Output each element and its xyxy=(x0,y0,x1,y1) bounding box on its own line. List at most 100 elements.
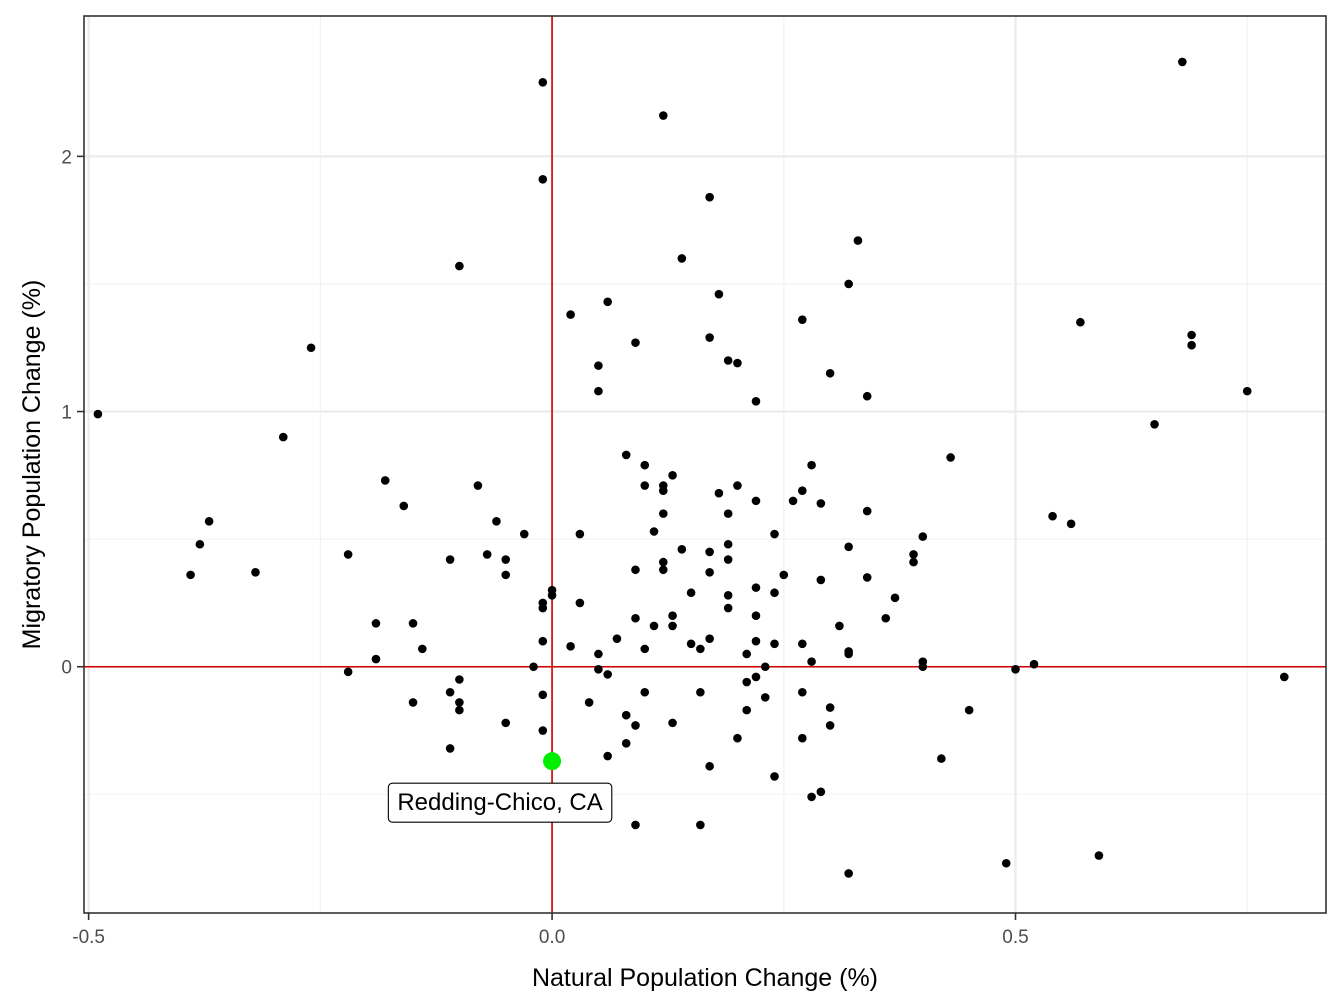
scatter-point xyxy=(723,539,733,549)
scatter-point xyxy=(603,297,612,307)
scatter-point xyxy=(770,588,779,598)
scatter-point xyxy=(594,386,603,396)
x-tick-label: -0.5 xyxy=(72,927,105,948)
scatter-point xyxy=(621,738,631,748)
scatter-point xyxy=(371,619,381,628)
scatter-point xyxy=(742,677,752,687)
scatter-point xyxy=(445,555,455,564)
scatter-point xyxy=(658,486,668,495)
scatter-point xyxy=(788,496,798,506)
scatter-point xyxy=(807,460,816,470)
scatter-point xyxy=(798,733,807,743)
scatter-point xyxy=(733,358,742,368)
scatter-point xyxy=(686,588,696,598)
scatter-point xyxy=(937,754,946,763)
scatter-point xyxy=(186,570,195,580)
scatter-point xyxy=(816,499,826,508)
scatter-point xyxy=(909,550,918,559)
scatter-point xyxy=(714,488,724,498)
scatter-point xyxy=(723,603,733,613)
scatter-point xyxy=(204,516,214,526)
scatter-point xyxy=(742,705,752,715)
scatter-point xyxy=(779,570,789,580)
scatter-point xyxy=(677,254,687,263)
y-tick-label: 1 xyxy=(61,403,72,424)
scatter-point xyxy=(538,78,548,87)
scatter-point xyxy=(770,639,779,649)
scatter-point xyxy=(455,675,464,684)
scatter-point xyxy=(455,261,464,271)
scatter-point xyxy=(760,662,770,672)
scatter-point xyxy=(649,527,659,536)
scatter-point xyxy=(816,787,826,797)
scatter-point xyxy=(594,664,603,674)
scatter-point xyxy=(705,634,714,643)
scatter-point xyxy=(621,710,631,720)
scatter-point xyxy=(1242,386,1252,396)
scatter-point xyxy=(825,721,835,730)
scatter-point xyxy=(566,310,575,319)
scatter-point xyxy=(668,621,677,631)
scatter-point xyxy=(705,568,714,577)
scatter-point xyxy=(862,573,872,582)
scatter-point xyxy=(705,761,714,771)
scatter-point xyxy=(668,718,677,728)
scatter-point xyxy=(1187,340,1196,350)
scatter-point xyxy=(501,555,511,564)
scatter-point xyxy=(603,751,612,761)
scatter-point xyxy=(696,644,705,654)
scatter-point xyxy=(686,639,696,649)
scatter-point xyxy=(1011,664,1020,674)
scatter-point xyxy=(399,501,409,511)
scatter-point xyxy=(798,639,807,649)
scatter-point xyxy=(538,175,548,184)
scatter-point xyxy=(529,662,538,672)
scatter-point xyxy=(946,453,955,462)
scatter-point xyxy=(631,820,640,830)
scatter-point xyxy=(418,644,427,654)
scatter-point xyxy=(742,649,752,659)
scatter-point xyxy=(798,687,807,697)
scatter-point xyxy=(751,672,761,682)
scatter-point xyxy=(640,481,650,490)
scatter-point xyxy=(723,509,733,518)
highlight-label: Redding-Chico, CA xyxy=(397,789,602,816)
scatter-point xyxy=(501,718,511,728)
scatter-point xyxy=(501,570,511,580)
scatter-point xyxy=(733,481,742,490)
scatter-point xyxy=(1001,858,1011,868)
scatter-point xyxy=(1187,330,1196,340)
scatter-point xyxy=(835,621,844,631)
x-tick-label: 0.5 xyxy=(1002,927,1028,948)
scatter-point xyxy=(575,529,585,539)
scatter-point xyxy=(760,693,770,702)
scatter-point xyxy=(306,343,316,353)
scatter-point xyxy=(584,698,594,707)
scatter-point xyxy=(538,690,548,700)
scatter-point xyxy=(733,733,742,743)
scatter-point xyxy=(705,192,714,202)
scatter-point xyxy=(621,450,631,460)
scatter-point xyxy=(195,539,205,549)
scatter-point xyxy=(751,397,761,406)
scatter-point xyxy=(1048,511,1057,521)
scatter-point xyxy=(473,481,483,490)
scatter-point xyxy=(455,698,464,707)
scatter-point xyxy=(714,289,724,299)
scatter-point xyxy=(696,820,705,830)
plot-panel-border xyxy=(83,15,1327,914)
scatter-point xyxy=(538,603,548,613)
scatter-point xyxy=(1066,519,1076,529)
scatter-point xyxy=(482,550,492,559)
scatter-point xyxy=(492,516,501,526)
scatter-point xyxy=(668,471,677,480)
scatter-point xyxy=(723,555,733,564)
scatter-point xyxy=(844,869,853,878)
scatter-point xyxy=(658,557,668,567)
scatter-point xyxy=(612,634,622,643)
scatter-point xyxy=(1279,672,1289,682)
data-points xyxy=(93,57,1289,878)
scatter-point xyxy=(844,542,853,552)
highlight-point xyxy=(543,752,562,771)
